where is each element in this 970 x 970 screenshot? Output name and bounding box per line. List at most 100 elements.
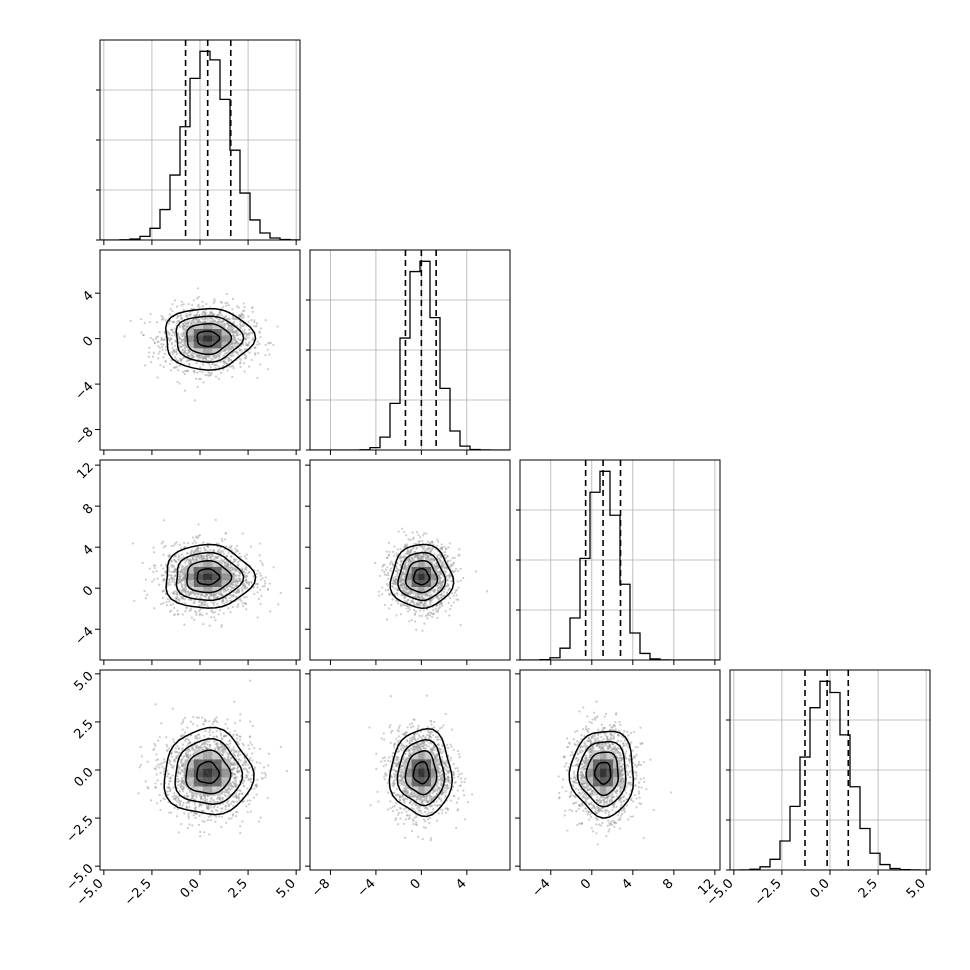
- density-cell: [203, 341, 213, 349]
- scatter-point: [421, 539, 424, 542]
- scatter-point: [198, 377, 201, 381]
- scatter-point: [223, 563, 226, 567]
- scatter-point: [169, 337, 172, 340]
- scatter-point: [252, 337, 255, 340]
- scatter-point: [158, 350, 161, 353]
- scatter-point: [231, 375, 234, 379]
- scatter-point: [214, 518, 217, 522]
- density-cell: [193, 586, 204, 594]
- scatter-point: [406, 610, 410, 613]
- scatter-point: [387, 553, 390, 556]
- density-cell: [221, 580, 231, 587]
- scatter-point: [164, 544, 167, 547]
- scatter-point: [405, 534, 408, 537]
- scatter-point: [222, 360, 225, 363]
- scatter-point: [399, 579, 402, 582]
- scatter-point: [176, 316, 179, 320]
- scatter-point: [408, 608, 411, 611]
- scatter-point: [197, 555, 200, 558]
- scatter-point: [169, 604, 172, 607]
- scatter-point: [410, 600, 413, 603]
- scatter-point: [226, 588, 230, 591]
- scatter-point: [189, 607, 193, 610]
- scatter-point: [195, 556, 198, 559]
- scatter-point: [450, 592, 454, 595]
- scatter-point: [393, 545, 396, 548]
- scatter-point: [188, 562, 191, 565]
- scatter-point: [200, 593, 204, 596]
- scatter-point: [240, 586, 243, 590]
- scatter-point: [216, 542, 219, 545]
- scatter-point: [405, 600, 409, 603]
- scatter-point: [165, 600, 168, 604]
- density-cell: [203, 573, 213, 581]
- scatter-point: [256, 340, 259, 343]
- scatter-point: [165, 604, 169, 607]
- scatter-point: [218, 609, 222, 612]
- scatter-point: [437, 597, 440, 600]
- scatter-point: [445, 591, 449, 594]
- scatter-point: [231, 582, 234, 586]
- scatter-point: [144, 578, 147, 581]
- scatter-point: [439, 596, 443, 599]
- scatter-point: [184, 322, 187, 325]
- scatter-point: [377, 590, 381, 593]
- scatter-point: [229, 588, 232, 592]
- scatter-point: [182, 572, 185, 575]
- scatter-point: [409, 539, 412, 542]
- scatter-point: [188, 593, 191, 597]
- scatter-point: [381, 586, 384, 589]
- scatter-point: [140, 755, 144, 758]
- scatter-point: [399, 547, 402, 551]
- contour-line-3: [196, 568, 221, 586]
- scatter-point: [192, 319, 195, 322]
- scatter-point: [218, 318, 221, 321]
- panel-2-1: [305, 459, 511, 665]
- scatter-point: [231, 605, 234, 609]
- scatter-point: [423, 604, 427, 608]
- density-cell: [193, 580, 204, 587]
- scatter-point: [250, 358, 253, 362]
- scatter-point: [168, 331, 171, 335]
- scatter-point: [387, 574, 390, 577]
- scatter-point: [448, 576, 451, 579]
- scatter-point: [213, 354, 216, 357]
- scatter-point: [142, 333, 145, 337]
- density-cell: [193, 566, 204, 574]
- scatter-point: [181, 591, 184, 594]
- scatter-point: [184, 561, 187, 564]
- scatter-point: [256, 343, 259, 346]
- scatter-point: [171, 328, 174, 331]
- scatter-point: [429, 603, 432, 606]
- scatter-point: [209, 316, 213, 319]
- scatter-point: [178, 554, 181, 557]
- scatter-point: [259, 588, 262, 591]
- scatter-point: [400, 560, 403, 564]
- scatter-point: [162, 540, 165, 543]
- scatter-point: [436, 554, 439, 557]
- scatter-point: [241, 567, 244, 570]
- scatter-point: [171, 603, 174, 606]
- contour-line-1: [397, 551, 447, 602]
- scatter-point: [403, 546, 406, 549]
- scatter-point: [177, 359, 180, 362]
- scatter-point: [186, 542, 190, 545]
- scatter-point: [171, 303, 174, 306]
- scatter-point: [447, 546, 450, 549]
- scatter-point: [179, 571, 182, 574]
- scatter-point: [438, 594, 441, 597]
- scatter-point: [237, 313, 241, 317]
- scatter-point: [396, 573, 399, 576]
- scatter-point: [189, 314, 192, 317]
- scatter-point: [414, 610, 418, 613]
- scatter-point: [403, 583, 406, 587]
- scatter-point: [158, 736, 161, 739]
- scatter-point: [221, 599, 225, 602]
- scatter-point: [245, 580, 248, 583]
- scatter-point: [162, 574, 165, 577]
- scatter-point: [181, 613, 184, 616]
- scatter-point: [168, 313, 171, 316]
- scatter-point: [207, 355, 210, 358]
- scatter-point: [253, 319, 256, 322]
- scatter-point: [147, 355, 151, 358]
